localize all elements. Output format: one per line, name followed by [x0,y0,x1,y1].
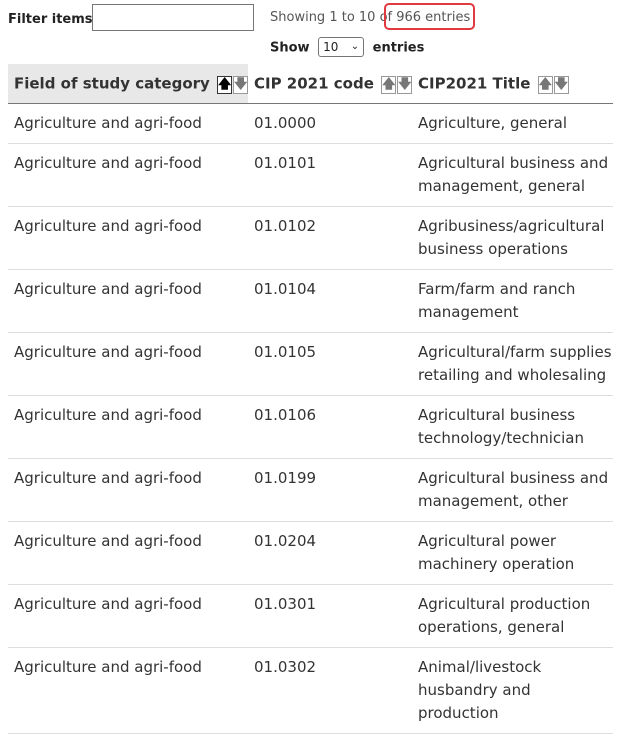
cell-title: Agricultural business and management, ot… [412,458,613,522]
arrow-down-icon[interactable]: 🡇 [233,75,249,94]
cell-title: Agricultural business and management, ge… [412,143,613,207]
header-row: Field of study category 🡅 🡇 CIP 2021 code… [8,64,613,104]
sort-controls: 🡅 🡇 [217,74,249,94]
page-size-value: 10 [323,40,339,54]
cell-title: Agricultural production operations, gene… [412,584,613,648]
cell-title: Agricultural business technology/technic… [412,395,613,459]
column-header-label: CIP 2021 code [254,74,374,92]
cell-code: 01.0102 [248,206,412,270]
cell-category: Agriculture and agri-food [8,269,248,333]
cell-title: Animal/livestock husbandry and productio… [412,647,613,734]
column-header-label: Field of study category [14,74,210,92]
cell-category: Agriculture and agri-food [8,143,248,207]
cell-code: 01.0302 [248,647,412,734]
entries-highlight-box [384,3,475,30]
table-row: Agriculture and agri-food 01.0106 Agricu… [8,395,613,459]
table-row: Agriculture and agri-food 01.0000 Agricu… [8,103,613,144]
column-header-label: CIP2021 Title [418,74,531,92]
cell-category: Agriculture and agri-food [8,647,248,734]
show-label: Show [270,40,310,56]
cell-category: Agriculture and agri-food [8,521,248,585]
cell-category: Agriculture and agri-food [8,458,248,522]
results-table: Field of study category 🡅 🡇 CIP 2021 code… [8,64,613,734]
cell-category: Agriculture and agri-food [8,395,248,459]
arrow-down-icon[interactable]: 🡇 [553,75,569,94]
cell-title: Agriculture, general [412,103,613,144]
arrow-up-icon[interactable]: 🡅 [217,75,233,94]
page-size-control: Show 10 ⌄ entries [270,37,425,58]
arrow-down-icon[interactable]: 🡇 [397,75,413,94]
cell-category: Agriculture and agri-food [8,103,248,144]
cell-code: 01.0301 [248,584,412,648]
table-row: Agriculture and agri-food 01.0105 Agricu… [8,332,613,396]
filter-label: Filter items [8,12,93,27]
cell-category: Agriculture and agri-food [8,584,248,648]
arrow-up-icon[interactable]: 🡅 [537,75,553,94]
cell-code: 01.0106 [248,395,412,459]
showing-entries-text: Showing 1 to 10 of 966 entries [270,10,471,25]
table-row: Agriculture and agri-food 01.0102 Agribu… [8,206,613,270]
table-row: Agriculture and agri-food 01.0104 Farm/f… [8,269,613,333]
filter-input[interactable] [92,4,254,31]
chevron-down-icon: ⌄ [350,41,360,52]
cell-category: Agriculture and agri-food [8,206,248,270]
cell-title: Agricultural/farm supplies retailing and… [412,332,613,396]
column-header-code[interactable]: CIP 2021 code 🡅 🡇 [248,64,413,104]
cell-title: Agribusiness/agricultural business opera… [412,206,613,270]
column-header-category[interactable]: Field of study category 🡅 🡇 [8,64,249,104]
cell-code: 01.0104 [248,269,412,333]
cell-category: Agriculture and agri-food [8,332,248,396]
page-size-select[interactable]: 10 ⌄ [318,37,365,57]
cell-code: 01.0204 [248,521,412,585]
sort-controls: 🡅 🡇 [381,74,413,94]
column-header-title[interactable]: CIP2021 Title 🡅 🡇 [412,64,613,104]
table-row: Agriculture and agri-food 01.0302 Animal… [8,647,613,734]
table-row: Agriculture and agri-food 01.0301 Agricu… [8,584,613,648]
cell-title: Farm/farm and ranch management [412,269,613,333]
entries-label: entries [372,40,425,56]
sort-controls: 🡅 🡇 [537,74,570,94]
arrow-up-icon[interactable]: 🡅 [381,75,397,94]
cell-code: 01.0199 [248,458,412,522]
table-row: Agriculture and agri-food 01.0199 Agricu… [8,458,613,522]
cell-code: 01.0105 [248,332,412,396]
cell-code: 01.0101 [248,143,412,207]
cell-title: Agricultural power machinery operation [412,521,613,585]
cell-code: 01.0000 [248,103,412,144]
table-row: Agriculture and agri-food 01.0204 Agricu… [8,521,613,585]
table-row: Agriculture and agri-food 01.0101 Agricu… [8,143,613,207]
